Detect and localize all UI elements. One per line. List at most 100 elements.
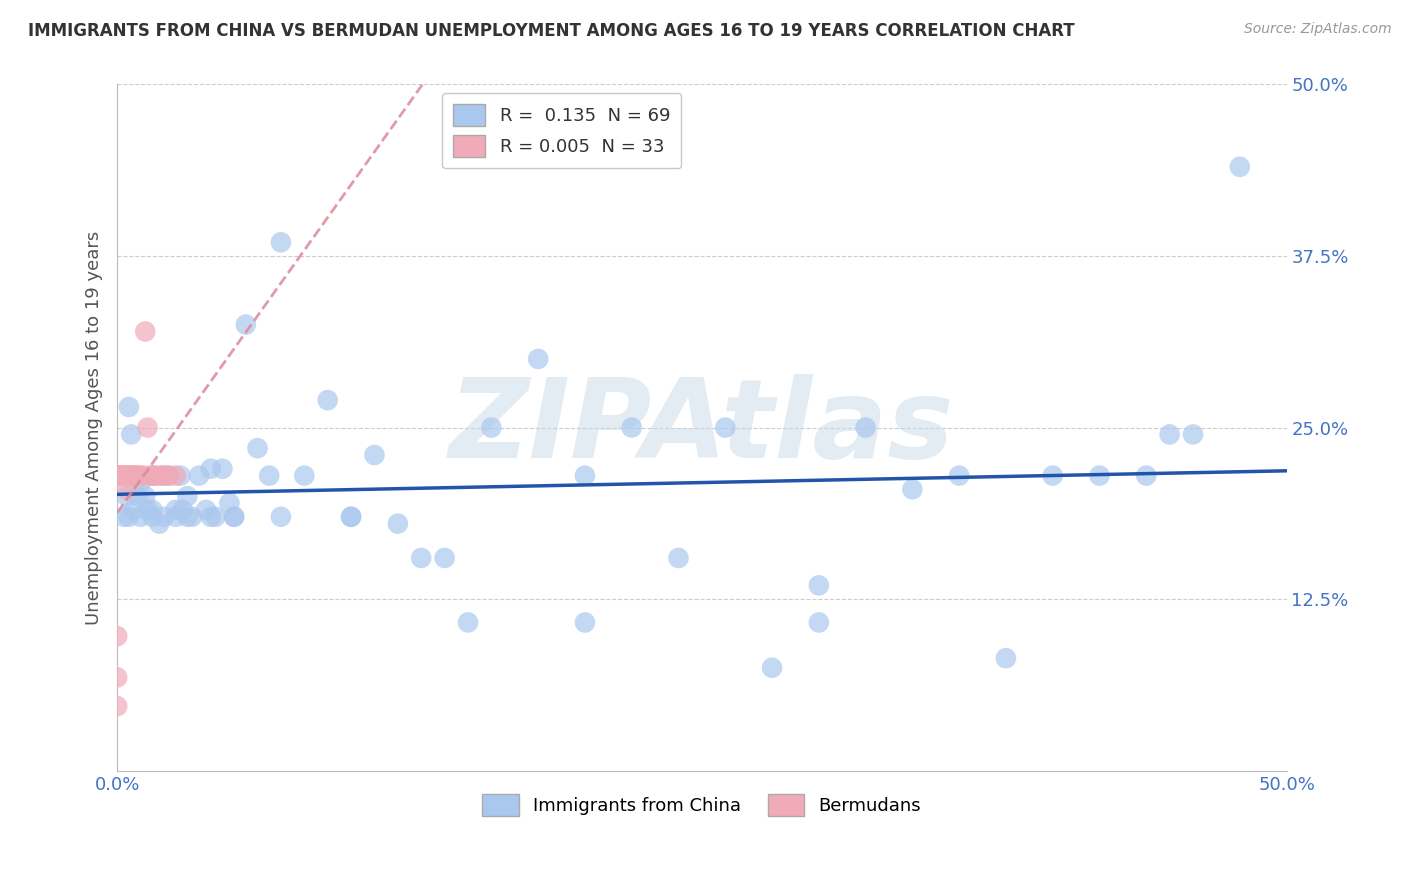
Point (1229, 160, 1251, 174)
Point (574, 468, 596, 483)
Point (292, 468, 315, 483)
Point (901, 483, 924, 497)
Point (118, 468, 141, 483)
Point (136, 420, 159, 434)
Point (411, 551, 433, 566)
Point (105, 670, 128, 684)
Point (146, 468, 169, 483)
Point (157, 468, 180, 483)
Point (1159, 427, 1181, 442)
Point (120, 468, 142, 483)
Point (141, 468, 163, 483)
Point (111, 468, 134, 483)
Point (105, 629, 128, 643)
Point (125, 468, 148, 483)
Point (165, 509, 187, 524)
Point (270, 235, 292, 250)
Point (181, 509, 204, 524)
Point (246, 441, 269, 455)
Point (118, 400, 141, 414)
Point (807, 615, 830, 630)
Point (224, 509, 246, 524)
Point (387, 516, 409, 531)
Point (1088, 468, 1111, 483)
Point (527, 351, 550, 366)
Point (363, 448, 385, 462)
Point (111, 468, 134, 483)
Point (153, 468, 176, 483)
Point (136, 503, 159, 517)
Point (108, 468, 131, 483)
Point (115, 489, 138, 503)
Point (200, 509, 222, 524)
Point (620, 420, 643, 434)
Point (855, 420, 877, 434)
Point (105, 468, 128, 483)
Point (1135, 468, 1157, 483)
Point (1182, 427, 1205, 442)
Legend: Immigrants from China, Bermudans: Immigrants from China, Bermudans (475, 787, 928, 823)
Point (105, 699, 128, 714)
Point (122, 468, 145, 483)
Point (115, 483, 138, 497)
Point (218, 496, 240, 510)
Point (134, 325, 156, 339)
Point (1042, 468, 1064, 483)
Point (141, 509, 163, 524)
Point (125, 468, 148, 483)
Point (224, 509, 246, 524)
Point (176, 509, 198, 524)
Point (129, 468, 152, 483)
Text: Source: ZipAtlas.com: Source: ZipAtlas.com (1244, 22, 1392, 37)
Point (141, 503, 163, 517)
Point (200, 461, 222, 475)
Point (668, 551, 690, 566)
Point (129, 509, 152, 524)
Point (108, 468, 131, 483)
Point (143, 468, 166, 483)
Text: ZIPAtlas: ZIPAtlas (449, 374, 955, 481)
Point (169, 468, 191, 483)
Point (150, 468, 173, 483)
Point (807, 578, 830, 592)
Point (176, 489, 198, 503)
Point (165, 468, 187, 483)
Point (118, 509, 141, 524)
Point (165, 503, 187, 517)
Point (105, 468, 128, 483)
Point (211, 461, 233, 475)
Point (157, 468, 180, 483)
Point (112, 468, 135, 483)
Point (433, 551, 456, 566)
Text: IMMIGRANTS FROM CHINA VS BERMUDAN UNEMPLOYMENT AMONG AGES 16 TO 19 YEARS CORRELA: IMMIGRANTS FROM CHINA VS BERMUDAN UNEMPL… (28, 22, 1074, 40)
Point (172, 503, 194, 517)
Point (112, 509, 135, 524)
Y-axis label: Unemployment Among Ages 16 to 19 years: Unemployment Among Ages 16 to 19 years (86, 230, 103, 624)
Point (340, 509, 363, 524)
Point (340, 509, 363, 524)
Point (994, 651, 1017, 665)
Point (316, 393, 339, 408)
Point (127, 489, 149, 503)
Point (111, 468, 134, 483)
Point (204, 509, 226, 524)
Point (153, 509, 176, 524)
Point (132, 468, 155, 483)
Point (270, 509, 292, 524)
Point (948, 468, 970, 483)
Point (457, 615, 479, 630)
Point (129, 475, 152, 490)
Point (761, 661, 783, 675)
Point (139, 468, 162, 483)
Point (134, 489, 156, 503)
Point (574, 615, 596, 630)
Point (112, 468, 135, 483)
Point (115, 468, 138, 483)
Point (188, 468, 211, 483)
Point (479, 420, 502, 434)
Point (714, 420, 737, 434)
Point (148, 516, 170, 531)
Point (122, 503, 145, 517)
Point (118, 468, 141, 483)
Point (195, 503, 218, 517)
